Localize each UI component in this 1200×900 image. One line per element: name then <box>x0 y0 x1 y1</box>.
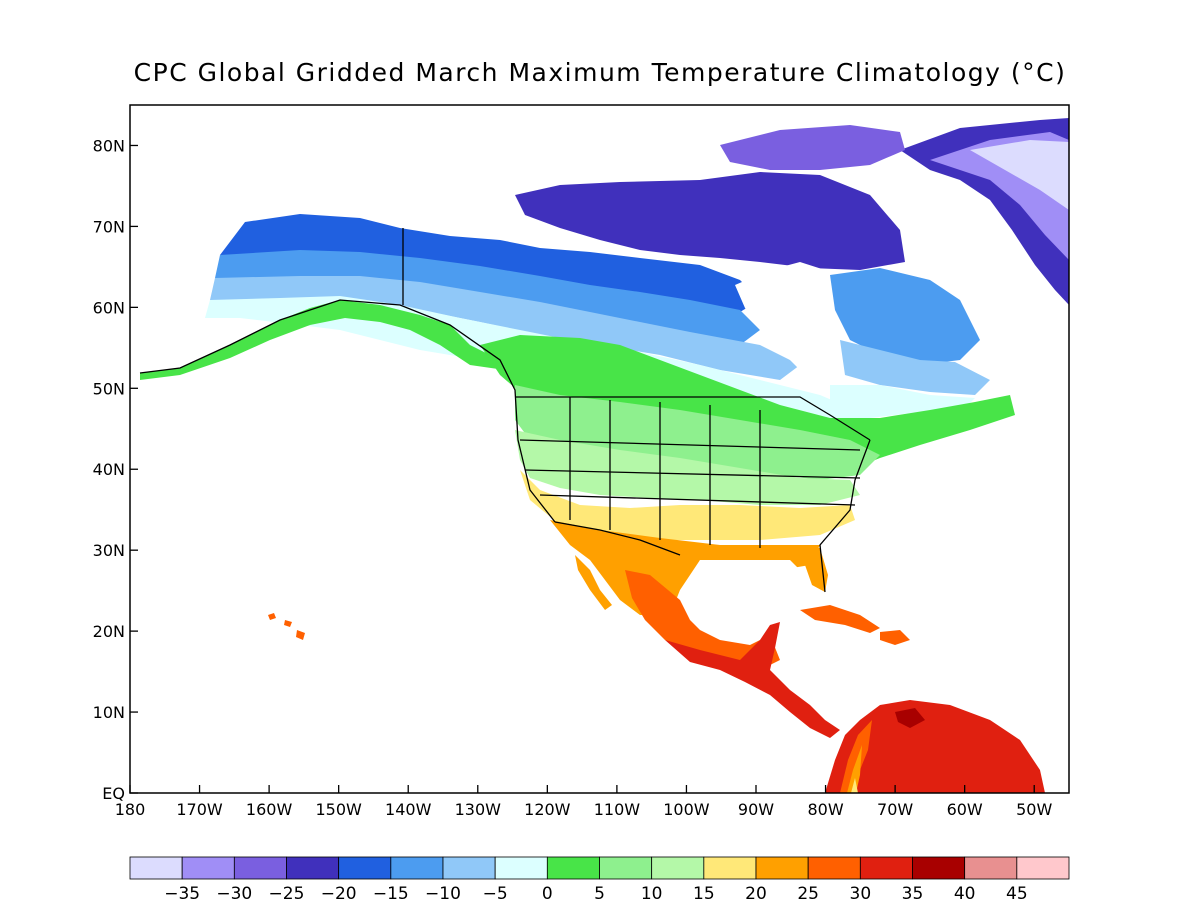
zone-0-canada <box>480 335 1015 470</box>
south-america <box>825 700 1045 793</box>
colorbar-label: −20 <box>321 884 357 900</box>
colorbar-swatch <box>494 856 548 880</box>
lon-tick-label: 170W <box>176 800 223 819</box>
longitude-axis: 180 170W 160W 150W 140W 130W 120W 110W 100W 90W 80… <box>115 785 1052 819</box>
hispaniola <box>880 630 910 645</box>
us-canada-border <box>515 396 871 441</box>
zone-30-mexico <box>625 570 780 670</box>
colorbar-label: 40 <box>954 884 976 900</box>
lat-tick-label: EQ <box>102 784 125 803</box>
lon-tick-label: 110W <box>594 800 641 819</box>
colorbar-label: −25 <box>269 884 305 900</box>
lon-tick-label: 140W <box>385 800 432 819</box>
colorbar-label: −10 <box>425 884 461 900</box>
lat-tick-label: 50N <box>93 379 125 398</box>
colorbar-label: −5 <box>483 884 508 900</box>
arctic-islands-south <box>515 172 905 270</box>
lon-tick-label: 120W <box>524 800 571 819</box>
zone-minus-10 <box>210 276 800 380</box>
lon-tick-label: 80W <box>807 800 843 819</box>
colorbar-label: 5 <box>594 884 605 900</box>
colorbar-label: −15 <box>373 884 409 900</box>
colorbar-label: 45 <box>1006 884 1028 900</box>
colorbar-label: 20 <box>745 884 767 900</box>
greenland-summit <box>970 140 1069 210</box>
colorbar-swatch <box>1016 856 1070 880</box>
lat-tick-label: 60N <box>93 298 125 317</box>
zone-20-gulf <box>550 520 820 615</box>
map-frame <box>129 104 1070 794</box>
andes-mild <box>851 778 858 793</box>
colorbar-swatch <box>912 856 966 880</box>
us-mexico-border <box>554 521 681 556</box>
zone-15-south-us <box>520 470 855 540</box>
andes-warm <box>847 745 862 793</box>
gulf-of-mexico <box>690 560 805 610</box>
lon-tick-label: 180 <box>115 800 146 819</box>
colorbar-swatch <box>807 856 861 880</box>
colorbar-swatch <box>338 856 392 880</box>
lon-tick-label: 50W <box>1016 800 1052 819</box>
political-boundaries <box>139 228 871 593</box>
colorbar-swatch <box>859 856 913 880</box>
colorbar-swatch <box>390 856 444 880</box>
colorbar-label: 35 <box>902 884 924 900</box>
lat-tick-label: 80N <box>93 136 125 155</box>
lon-tick-label: 150W <box>315 800 362 819</box>
baja-california <box>575 555 612 610</box>
labrador-mild <box>840 340 990 395</box>
colorbar-swatch <box>703 856 757 880</box>
zone-5-north-us <box>515 385 880 480</box>
state-line-6 <box>519 439 861 451</box>
lon-tick-label: 130W <box>455 800 502 819</box>
colorbar-swatch <box>599 856 653 880</box>
colorbar-swatch <box>442 856 496 880</box>
lon-tick-label: 100W <box>663 800 710 819</box>
colorbar-swatch <box>129 856 183 880</box>
lat-tick-label: 70N <box>93 217 125 236</box>
colorbar-label: 15 <box>693 884 715 900</box>
lon-tick-label: 60W <box>947 800 983 819</box>
state-line-8 <box>539 494 856 506</box>
map-title: CPC Global Gridded March Maximum Tempera… <box>133 58 1067 87</box>
coastline-east <box>819 439 871 593</box>
colorbar-swatch <box>546 856 600 880</box>
lon-tick-label: 90W <box>738 800 774 819</box>
state-line-7 <box>524 469 861 479</box>
hawaii-islands <box>268 613 305 640</box>
colorbar-label: 30 <box>850 884 872 900</box>
colorbar-label: −30 <box>216 884 252 900</box>
latitude-axis: 80N 70N 60N 50N 40N 30N 20N 10N EQ <box>93 136 138 803</box>
colorbar-swatch <box>755 856 809 880</box>
lat-tick-label: 10N <box>93 703 125 722</box>
lat-tick-label: 20N <box>93 622 125 641</box>
colorbar-swatch <box>286 856 340 880</box>
colorbar-label: 10 <box>641 884 663 900</box>
colorbar: −35 −30 −25 −20 −15 −10 −5 0 5 10 15 20 25 30 35 40 45 <box>129 856 1070 900</box>
coastline-west <box>139 299 556 523</box>
venezuela-hot-spot <box>895 708 925 728</box>
colorbar-label: 0 <box>542 884 553 900</box>
lon-tick-label: 160W <box>246 800 293 819</box>
zone-minus-20 <box>220 214 760 312</box>
zone-35-central-america <box>665 622 840 738</box>
labrador-cold <box>830 268 980 365</box>
zone-10-central-us <box>515 430 860 505</box>
lat-tick-label: 30N <box>93 541 125 560</box>
colorbar-swatch <box>964 856 1018 880</box>
lat-tick-label: 40N <box>93 460 125 479</box>
colorbar-label: −35 <box>164 884 200 900</box>
colorbar-swatch <box>651 856 705 880</box>
hudson-bay <box>735 262 830 370</box>
zone-0-alaska <box>140 300 505 380</box>
cuba <box>800 605 880 633</box>
colorbar-swatch <box>233 856 287 880</box>
ellesmere-island <box>720 125 905 170</box>
colorbar-label: 25 <box>797 884 819 900</box>
andes-hot <box>840 720 872 793</box>
colorbar-swatch <box>181 856 235 880</box>
lon-tick-label: 70W <box>877 800 913 819</box>
temperature-map <box>139 118 1069 793</box>
